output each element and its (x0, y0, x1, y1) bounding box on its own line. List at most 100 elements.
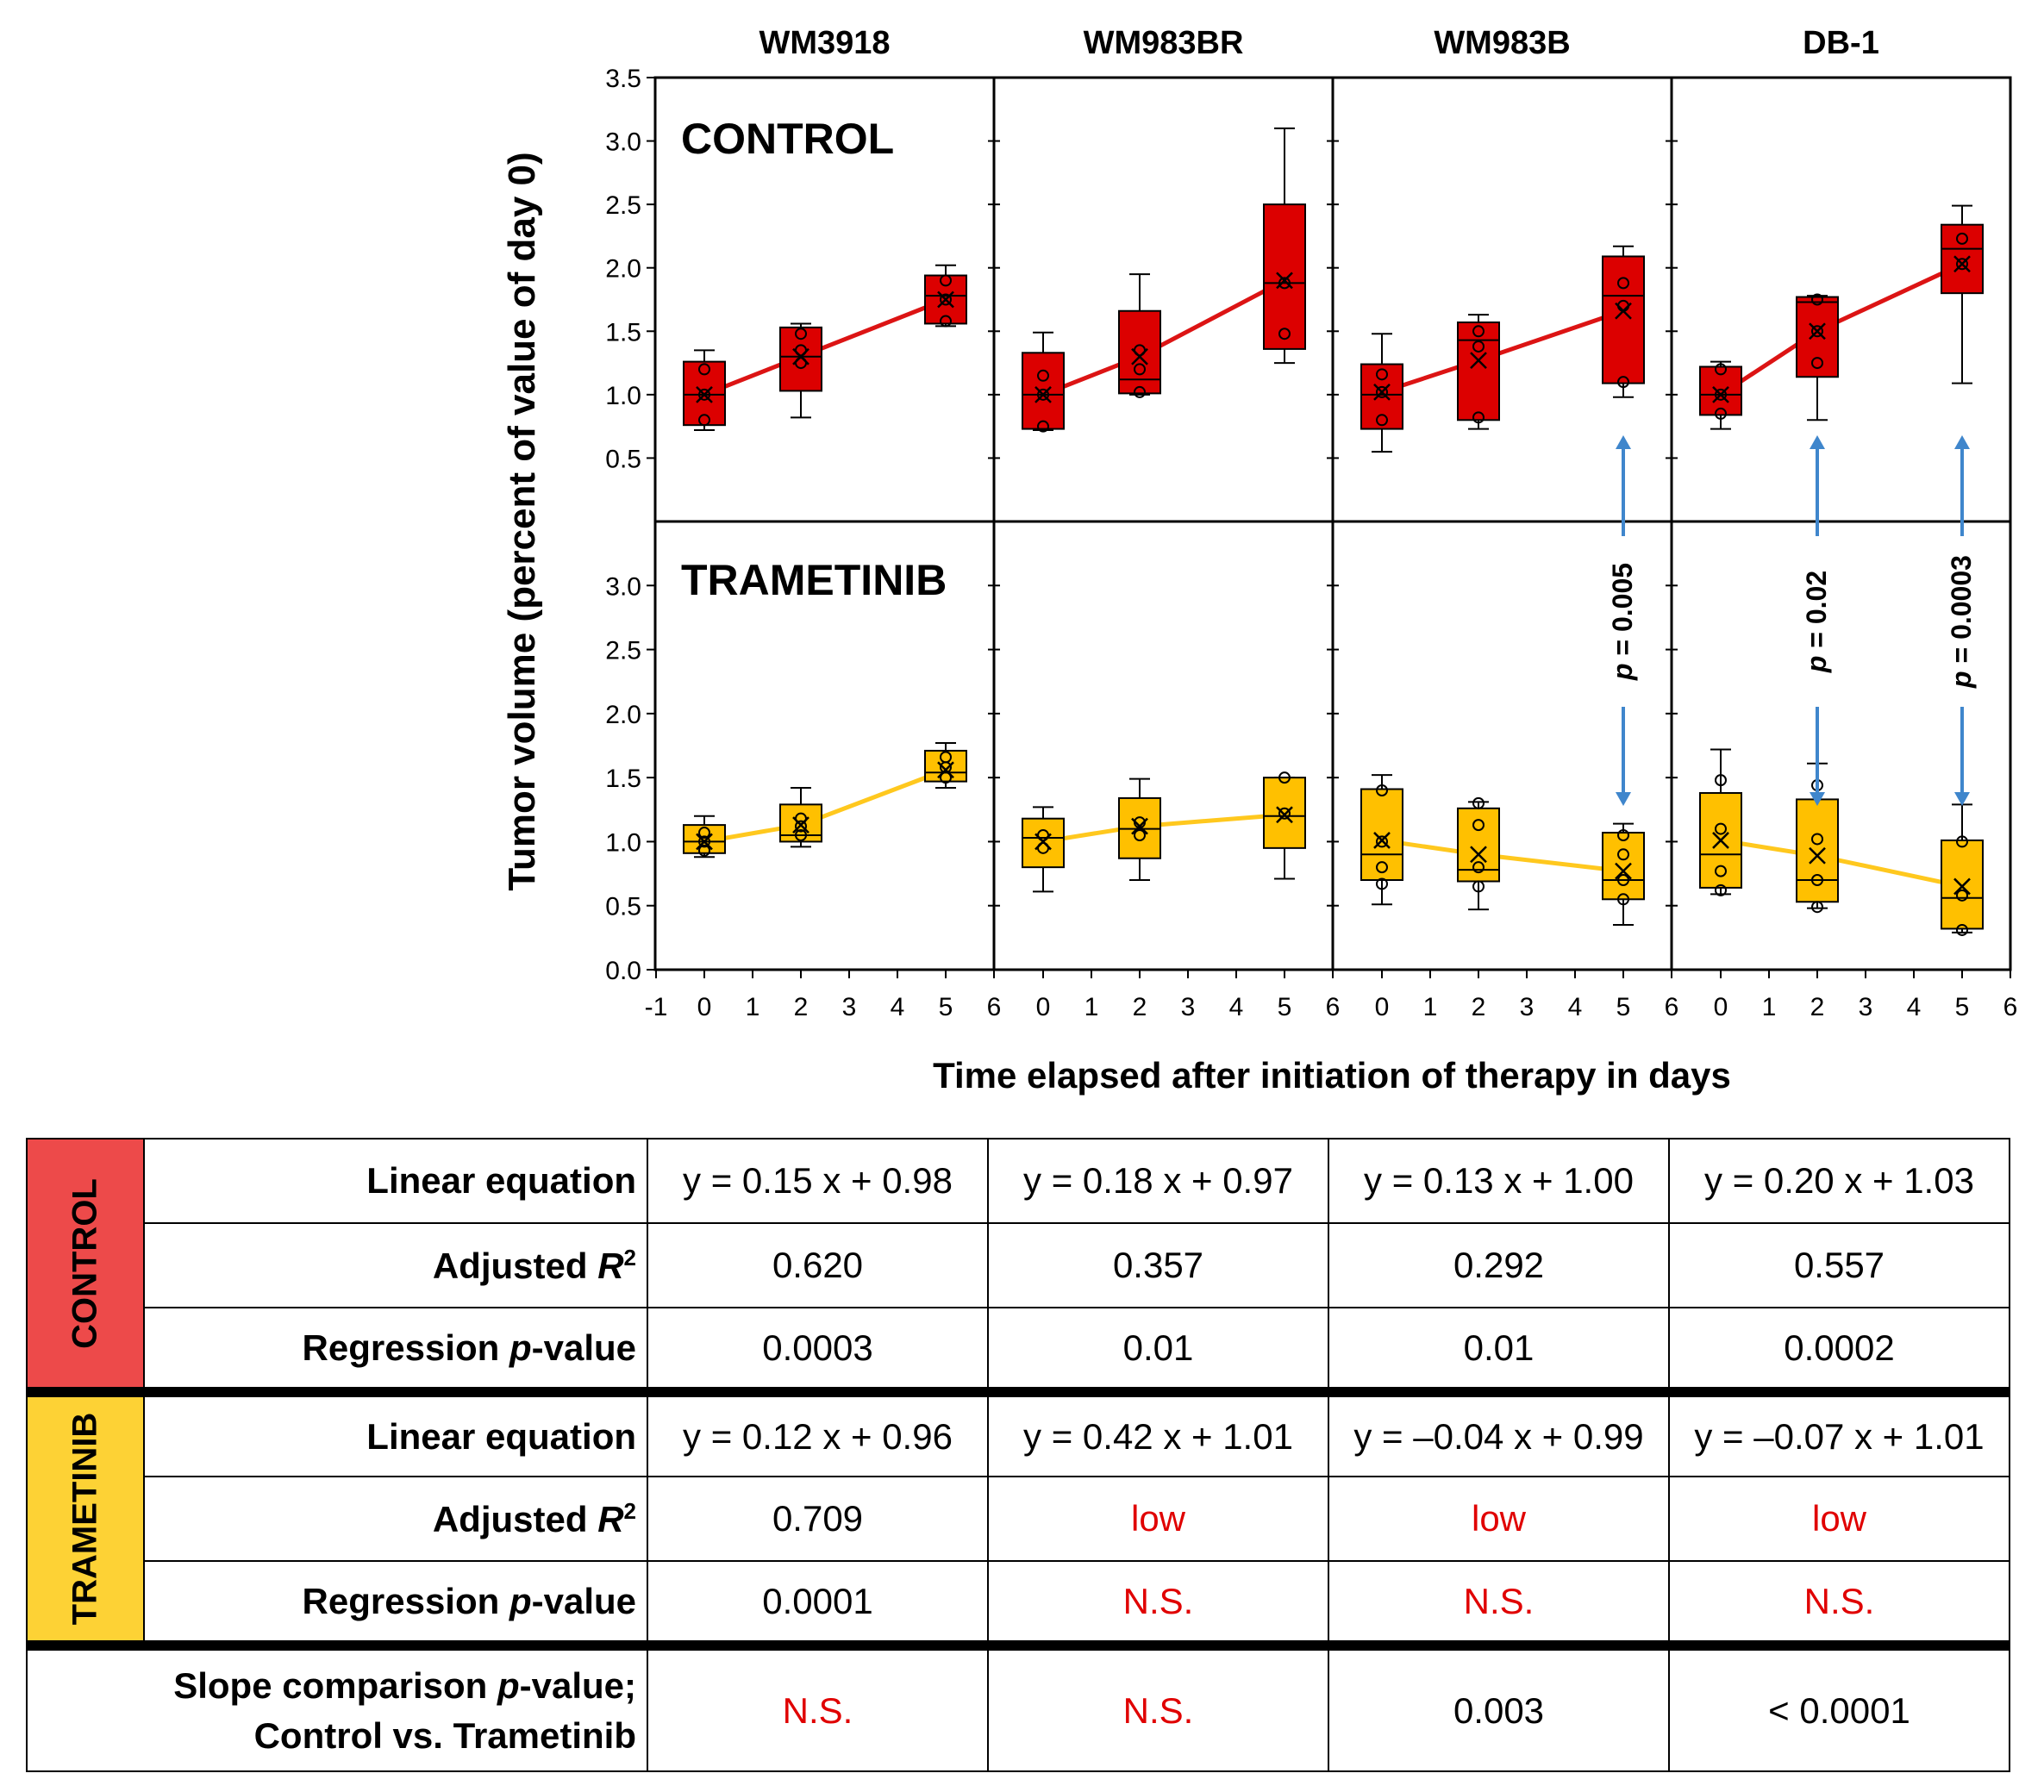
data-point (1956, 923, 1968, 936)
mean-marker (1470, 352, 1487, 370)
data-point (1134, 363, 1146, 376)
data-point (1472, 819, 1485, 832)
trametinib-adjusted-r2-row: Adjusted R2 0.709 low low low (27, 1476, 2010, 1562)
mean-marker (792, 347, 809, 365)
data-point (698, 414, 710, 427)
data-point (1956, 258, 1968, 271)
data-point (1278, 771, 1291, 784)
p-value-label: p = 0.0003 (1946, 555, 1977, 689)
panel-title: WM983B (1434, 25, 1570, 61)
y-tick-label: 1.0 (605, 382, 641, 410)
data-point (1811, 325, 1823, 338)
x-tick-label: 5 (1955, 993, 1970, 1021)
x-tick-label: 5 (1616, 993, 1631, 1021)
table-cell: 0.0002 (1668, 1307, 2010, 1393)
data-point (1617, 848, 1629, 861)
mean-marker (1953, 877, 1971, 896)
regression-p-label: Regression p-value (143, 1560, 648, 1646)
x-tick-label: 6 (987, 993, 1002, 1021)
trametinib-row-label: TRAMETINIB (681, 556, 947, 604)
data-point (1715, 774, 1727, 787)
mean-marker (1131, 347, 1148, 365)
mean-marker (1373, 832, 1391, 849)
x-tick-label: 3 (842, 993, 857, 1021)
control-trend-line (1719, 262, 1964, 396)
data-point (1134, 385, 1146, 398)
data-point (795, 829, 807, 841)
y-tick-label: 0.5 (605, 893, 641, 921)
data-point (1956, 889, 1968, 902)
control-linear-equation-row: CONTROL Linear equation y = 0.15 x + 0.9… (26, 1138, 2010, 1393)
trametinib-box (924, 749, 967, 783)
mean-marker (696, 385, 713, 403)
x-tick-label: 2 (1810, 993, 1825, 1021)
slope-comparison-row: Slope comparison p-value; Control vs. Tra… (26, 1640, 2010, 1772)
table-cell: y = 0.13 x + 1.00 (1328, 1138, 1670, 1224)
data-point (1376, 414, 1388, 427)
data-point (1715, 865, 1727, 877)
mean-marker (1035, 833, 1052, 851)
p-value-arrowhead (1954, 435, 1970, 449)
mean-marker (792, 816, 809, 834)
x-tick-label: 6 (1326, 993, 1341, 1021)
data-point (1472, 796, 1485, 809)
mean-marker (1712, 832, 1729, 849)
data-point (1472, 861, 1485, 874)
y-tick-label: 2.5 (605, 637, 641, 665)
data-point (1134, 829, 1146, 841)
y-tick-label: 1.0 (605, 828, 641, 857)
mean-marker (696, 833, 713, 851)
y-tick-label: 1.5 (605, 318, 641, 347)
y-axis-label: Tumor volume (percent of value of day 0) (501, 152, 543, 890)
control-trend-line (1042, 278, 1286, 397)
data-point (940, 274, 952, 287)
data-point (1617, 829, 1629, 841)
data-point (940, 751, 952, 764)
mean-marker (1470, 846, 1487, 864)
trametinib-box (1360, 788, 1403, 881)
y-tick-label: 2.0 (605, 701, 641, 729)
mean-marker (1276, 272, 1293, 290)
control-trend-line (1381, 309, 1624, 395)
x-tick-label: 1 (1423, 993, 1438, 1021)
trametinib-box (1941, 839, 1984, 930)
y-tick-label: 2.0 (605, 255, 641, 284)
table-cell: y = –0.04 x + 0.99 (1328, 1387, 1670, 1477)
table-cell: low (1328, 1476, 1670, 1562)
mean-marker (937, 290, 954, 309)
data-point (1376, 835, 1388, 848)
data-point (1617, 893, 1629, 906)
control-box (779, 326, 822, 392)
data-point (1811, 833, 1823, 846)
trametinib-regression-p-row: Regression p-value 0.0001 N.S. N.S. N.S. (27, 1560, 2010, 1646)
mean-marker (1035, 385, 1052, 403)
p-value-arrowhead (1810, 435, 1825, 449)
regression-p-label: Regression p-value (143, 1307, 648, 1393)
p-value-arrowhead (1954, 792, 1970, 806)
y-tick-label: 3.0 (605, 572, 641, 601)
mean-marker (1373, 384, 1391, 401)
data-point (1037, 369, 1049, 382)
data-point (698, 835, 710, 848)
adjusted-r2-label: Adjusted R2 (143, 1222, 648, 1308)
data-point (1376, 861, 1388, 874)
trametinib-box (1263, 777, 1306, 849)
x-tick-label: 2 (1133, 993, 1147, 1021)
table-cell: 0.357 (987, 1222, 1329, 1308)
data-point (1715, 822, 1727, 835)
control-regression-p-row: Regression p-value 0.0003 0.01 0.01 0.00… (27, 1307, 2010, 1393)
table-cell: 0.709 (647, 1476, 989, 1562)
x-tick-label: 0 (1375, 993, 1390, 1021)
table-cell: 0.01 (987, 1307, 1329, 1393)
slope-comparison-label: Slope comparison p-value; Control vs. Tra… (26, 1640, 648, 1772)
data-point (1715, 884, 1727, 896)
data-point (1715, 407, 1727, 420)
x-tick-label: 6 (1665, 993, 1679, 1021)
x-tick-label: 1 (1085, 993, 1099, 1021)
control-box (1602, 255, 1645, 384)
x-tick-label: 4 (1568, 993, 1583, 1021)
data-point (1811, 874, 1823, 886)
control-box (1118, 309, 1161, 395)
data-point (940, 315, 952, 328)
data-point (1472, 325, 1485, 338)
